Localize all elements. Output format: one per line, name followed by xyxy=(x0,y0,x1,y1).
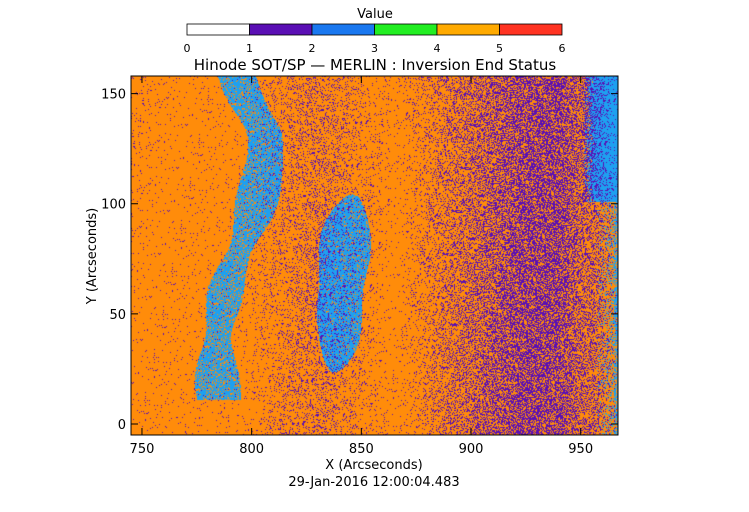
y-tick-label: 0 xyxy=(118,418,126,433)
colorbar-label: Value xyxy=(357,7,393,22)
x-tick-label: 800 xyxy=(239,442,264,457)
y-tick-label: 150 xyxy=(101,88,126,103)
y-axis: 0 50 100 150 xyxy=(101,88,618,433)
colorbar-tick-label: 4 xyxy=(434,42,441,55)
plot-frame xyxy=(130,75,619,436)
colorbar-tick-label: 2 xyxy=(309,42,316,55)
colorbar-swatch xyxy=(311,23,375,36)
colorbar-tick-label: 0 xyxy=(184,42,191,55)
colorbar-swatch xyxy=(436,23,500,36)
colorbar-swatch xyxy=(499,23,563,36)
colorbar-swatch xyxy=(186,23,250,36)
colorbar-tick-label: 1 xyxy=(246,42,253,55)
heatmap-image xyxy=(131,76,618,435)
colorbar-tick-label: 5 xyxy=(496,42,503,55)
colorbar-tick-label: 6 xyxy=(559,42,566,55)
heatmap-area xyxy=(131,76,618,435)
colorbar-swatch xyxy=(374,23,438,36)
x-tick-label: 900 xyxy=(459,442,484,457)
colorbar-swatch xyxy=(249,23,313,36)
y-axis-label: Y (Arcseconds) xyxy=(85,208,100,305)
x-tick-label: 950 xyxy=(568,442,593,457)
x-tick-label: 850 xyxy=(349,442,374,457)
colorbar-swatches xyxy=(186,23,563,36)
y-tick-label: 100 xyxy=(101,198,126,213)
colorbar-tick-labels: 0 1 2 3 4 5 6 xyxy=(184,42,566,55)
colorbar-tick-label: 3 xyxy=(371,42,378,55)
x-tick-label: 750 xyxy=(130,442,155,457)
x-axis-label: X (Arcseconds) xyxy=(325,458,422,473)
timestamp: 29-Jan-2016 12:00:04.483 xyxy=(288,475,459,490)
x-axis: 750 800 850 900 950 xyxy=(130,76,593,457)
chart-title: Hinode SOT/SP — MERLIN : Inversion End S… xyxy=(194,56,557,74)
y-tick-label: 50 xyxy=(109,308,126,323)
